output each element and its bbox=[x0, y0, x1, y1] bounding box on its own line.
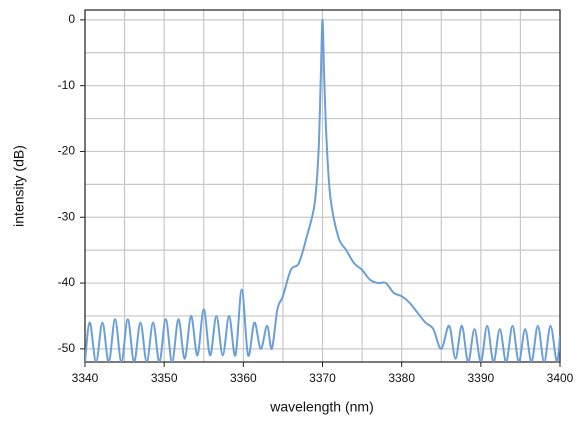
y-tick-label: 0 bbox=[68, 12, 75, 26]
y-tick-label: -10 bbox=[58, 78, 76, 92]
x-axis-title: wavelength (nm) bbox=[269, 399, 374, 415]
x-tick-label: 3400 bbox=[547, 371, 574, 385]
plot-frame bbox=[84, 9, 561, 363]
spectrum-line bbox=[85, 18, 560, 362]
y-tick-label: -30 bbox=[58, 209, 76, 223]
y-tick-label: -20 bbox=[58, 144, 76, 158]
x-tick-label: 3380 bbox=[388, 371, 415, 385]
x-tick-label: 3350 bbox=[151, 371, 178, 385]
x-tick-label: 3360 bbox=[230, 371, 257, 385]
x-tick-label: 3370 bbox=[309, 371, 336, 385]
y-tick-label: -50 bbox=[58, 341, 76, 355]
y-axis-title: intensity (dB) bbox=[11, 145, 27, 227]
x-tick-label: 3340 bbox=[72, 371, 99, 385]
y-tick-label: -40 bbox=[58, 275, 76, 289]
x-tick-label: 3390 bbox=[467, 371, 494, 385]
